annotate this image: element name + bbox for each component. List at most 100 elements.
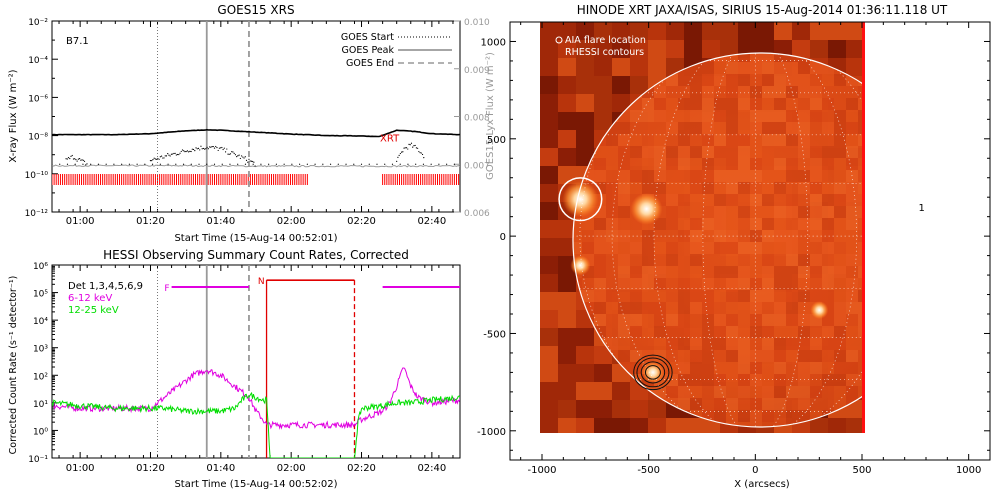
- xrt-disk-block: [726, 194, 738, 206]
- goes-legend-end: GOES End: [346, 58, 394, 69]
- xrt-disk-block: [738, 170, 750, 182]
- xrt-disk-block: [774, 230, 786, 242]
- xrt-disk-block: [882, 170, 894, 182]
- xrt-disk-block: [750, 338, 762, 350]
- xrt-disk-block: [702, 86, 714, 98]
- goes-floor-dot: [438, 163, 440, 165]
- goes-floor-dot: [59, 163, 61, 165]
- xrt-disk-block: [858, 170, 865, 182]
- xrt-disk-block: [762, 302, 774, 314]
- goes-short-channel-dot: [80, 159, 82, 161]
- xrt-disk-block: [678, 146, 690, 158]
- xrt-disk-block: [786, 302, 798, 314]
- xrt-pixel-block: [630, 76, 648, 94]
- xrt-disk-block: [894, 50, 906, 62]
- xrt-disk-block: [834, 98, 846, 110]
- hessi-y-tick-label: 10⁴: [33, 317, 48, 327]
- goes-title: GOES15 XRS: [217, 3, 294, 17]
- xrt-disk-block: [846, 326, 858, 338]
- goes-short-channel-dot: [240, 155, 243, 157]
- xrt-disk-block: [726, 182, 738, 194]
- goes-short-channel-dot: [232, 151, 234, 153]
- xrt-disk-block: [738, 134, 750, 146]
- xrt-disk-block: [666, 110, 678, 122]
- xrt-disk-block: [798, 398, 810, 410]
- xrt-disk-block: [834, 338, 846, 350]
- xrt-disk-block: [858, 350, 865, 362]
- xrt-disk-block: [726, 254, 738, 266]
- hessi-x-label: Start Time (15-Aug-14 00:52:02): [174, 479, 337, 490]
- xrt-disk-block: [750, 290, 762, 302]
- xrt-disk-block: [846, 302, 858, 314]
- xrt-disk-block: [822, 398, 834, 410]
- xrt-disk-block: [714, 398, 726, 410]
- hessi-series-line: [52, 391, 460, 458]
- xrt-disk-block: [906, 374, 918, 386]
- xrt-disk-block: [774, 194, 786, 206]
- xrt-disk-block: [666, 314, 678, 326]
- xrt-disk-block: [858, 374, 865, 386]
- xrt-disk-block: [894, 386, 906, 398]
- xrt-pixel-block: [558, 166, 576, 184]
- xrt-disk-block: [858, 218, 865, 230]
- goes-short-channel-dot: [170, 153, 173, 155]
- xrt-disk-block: [618, 158, 630, 170]
- xrt-disk-block: [618, 302, 630, 314]
- xrt-pixel-block: [558, 76, 576, 94]
- xrt-disk-block: [822, 338, 834, 350]
- xrt-pixel-block: [612, 76, 630, 94]
- goes-short-channel-dot: [172, 153, 174, 155]
- xrt-disk-block: [930, 290, 942, 302]
- xrt-disk-block: [630, 278, 642, 290]
- xrt-longitude-line: [702, 53, 756, 427]
- goes-short-channel-dot: [192, 148, 195, 151]
- goes-event-lines: [157, 21, 250, 212]
- xrt-disk-block: [942, 86, 954, 98]
- xrt-pixel-block: [558, 130, 576, 148]
- xrt-disk-block: [786, 350, 798, 362]
- hessi-legend-12-25: 12-25 keV: [68, 305, 119, 316]
- xrt-disk-block: [714, 122, 726, 134]
- xrt-pixel-block: [864, 346, 865, 364]
- xrt-pixel-block: [810, 40, 828, 58]
- xrt-disk-block: [774, 110, 786, 122]
- goes-short-channel-dot: [71, 154, 73, 157]
- xrt-disk-block: [786, 122, 798, 134]
- goes-short-channel-dot: [69, 157, 71, 160]
- hessi-y-tick-label: 10²: [33, 372, 48, 382]
- xrt-disk-block: [858, 254, 865, 266]
- xrt-disk-block: [810, 338, 822, 350]
- xrt-disk-block: [762, 326, 774, 338]
- xrt-pixel-block: [630, 40, 648, 58]
- xrt-disk-block: [798, 206, 810, 218]
- xrt-limb: [572, 52, 865, 428]
- xrt-disk-block: [666, 182, 678, 194]
- xrt-disk-block: [918, 290, 930, 302]
- xrt-disk-block: [690, 374, 702, 386]
- xrt-bright-region: [641, 361, 664, 384]
- goes-floor-dot: [430, 163, 432, 165]
- xrt-disk-block: [678, 170, 690, 182]
- xrt-disk-block: [942, 290, 954, 302]
- xrt-disk-block: [678, 266, 690, 278]
- xrt-disk-block: [834, 86, 846, 98]
- xrt-disk-block: [870, 326, 882, 338]
- goes-legend: GOES Start GOES Peak GOES End: [341, 32, 452, 69]
- xrt-disk-block: [858, 134, 865, 146]
- xrt-disk-block: [918, 386, 930, 398]
- xrt-disk-block: [810, 182, 822, 194]
- goes-floor-dot: [283, 163, 285, 165]
- xrt-disk-block: [834, 374, 846, 386]
- goes-short-channel-dot: [82, 159, 84, 162]
- goes-short-channel-dot: [404, 147, 406, 149]
- xrt-disk-block: [882, 230, 894, 242]
- xrt-disk-block: [798, 158, 810, 170]
- goes-floor-dot: [399, 163, 401, 165]
- goes-short-channel-dot: [74, 158, 76, 160]
- xrt-disk-block: [678, 290, 690, 302]
- xrt-disk-block: [606, 206, 618, 218]
- goes-floor-dot: [291, 163, 293, 165]
- xrt-disk-block: [918, 86, 930, 98]
- goes-short-channel-dot: [237, 155, 239, 157]
- goes-short-channel-dot: [199, 149, 201, 151]
